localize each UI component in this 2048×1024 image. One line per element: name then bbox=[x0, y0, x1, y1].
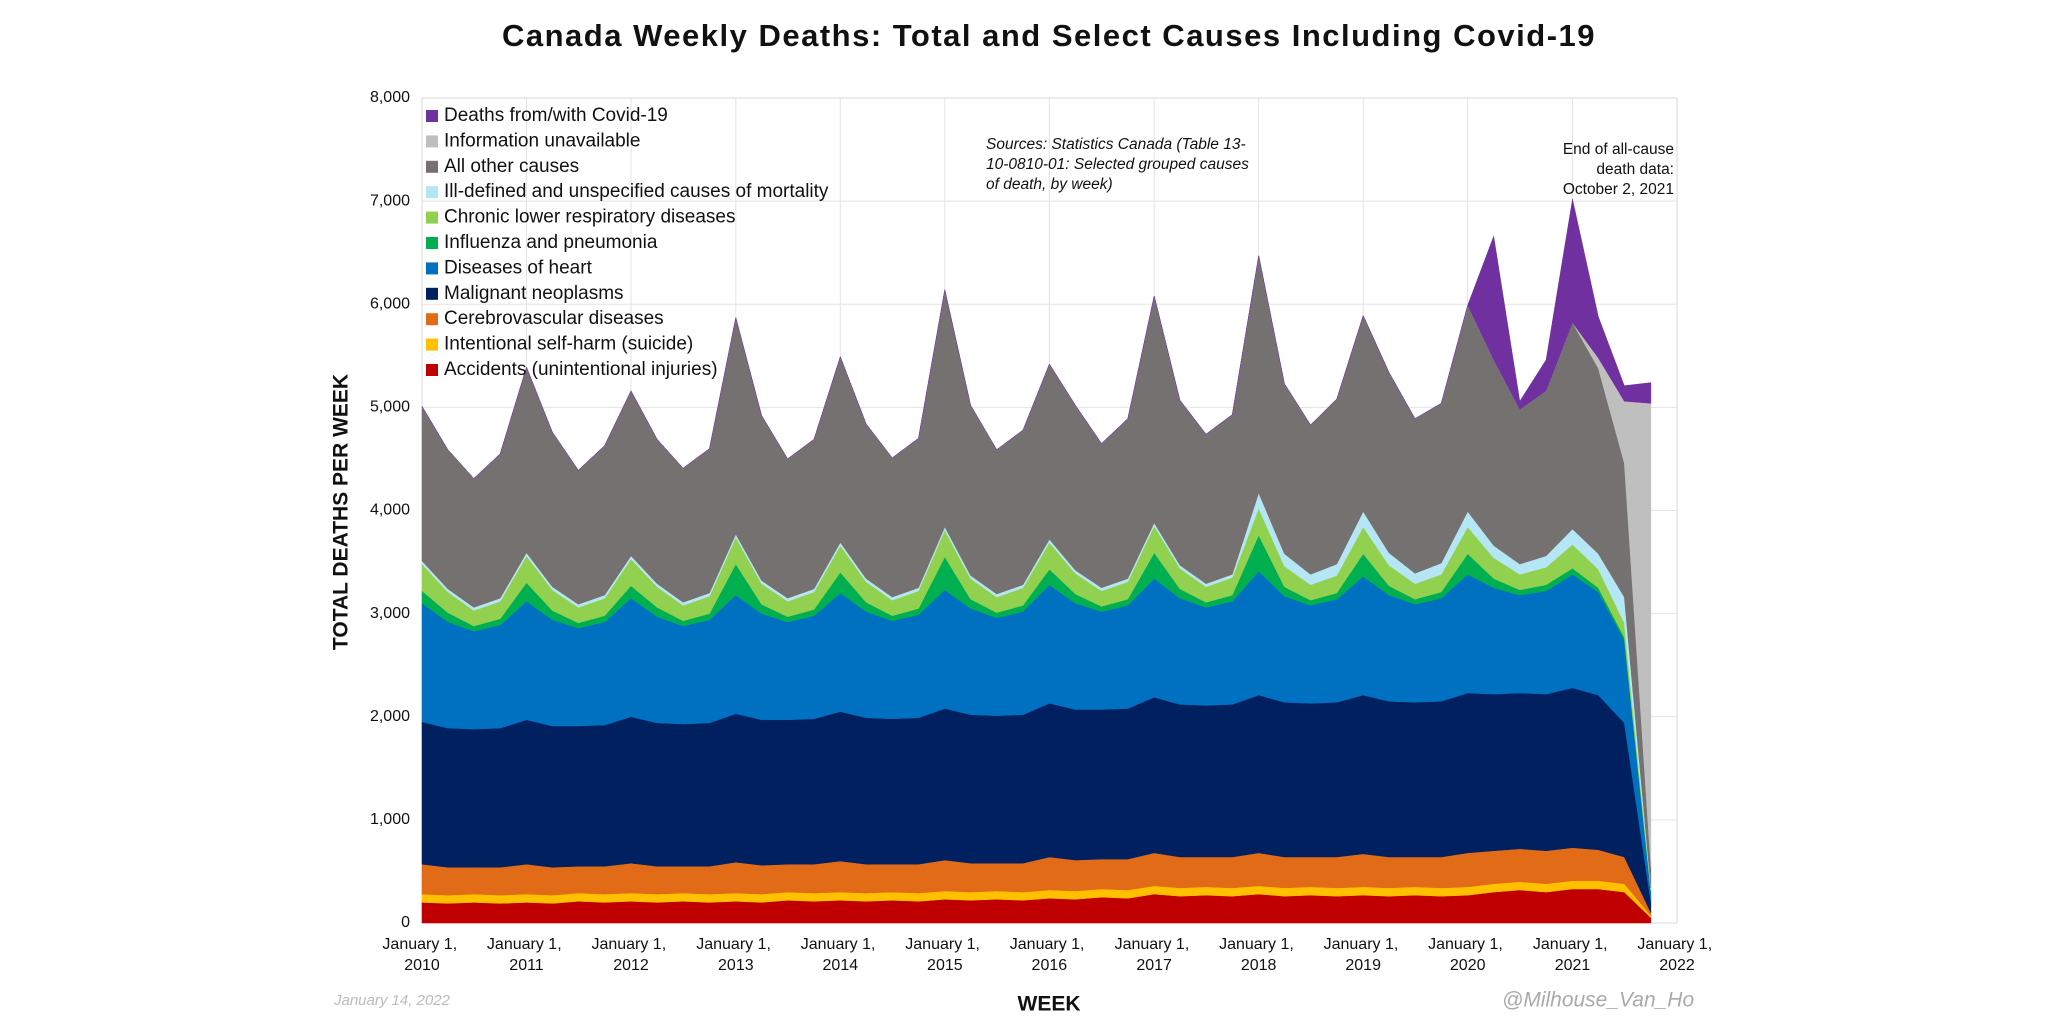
legend-label: Ill-defined and unspecified causes of mo… bbox=[444, 181, 829, 202]
legend-swatch bbox=[426, 135, 438, 148]
chart-title: Canada Weekly Deaths: Total and Select C… bbox=[502, 18, 1596, 53]
legend-swatch bbox=[426, 160, 438, 173]
legend-label: All other causes bbox=[444, 156, 579, 177]
x-tick-label: January 1, 2017 bbox=[1115, 936, 1194, 974]
area bbox=[421, 199, 1652, 479]
legend-label: Influenza and pneumonia bbox=[444, 232, 658, 253]
legend-swatch bbox=[426, 364, 438, 376]
legend-label: Malignant neoplasms bbox=[444, 283, 624, 304]
y-tick-label: 2,000 bbox=[370, 708, 410, 725]
x-tick-label: January 1, 2021 bbox=[1533, 936, 1612, 974]
source-annotation: Sources: Statistics Canada (Table 13-10-… bbox=[986, 136, 1249, 193]
legend-label: Accidents (unintentional injuries) bbox=[444, 359, 718, 380]
legend-label: Diseases of heart bbox=[444, 257, 593, 278]
legend-swatch bbox=[426, 237, 438, 249]
x-tick-label: January 1, 2022 bbox=[1637, 936, 1716, 974]
y-tick-label: 7,000 bbox=[370, 192, 410, 209]
x-tick-label: January 1, 2010 bbox=[382, 936, 461, 974]
x-tick-label: January 1, 2013 bbox=[696, 936, 775, 974]
x-tick-label: January 1, 2016 bbox=[1010, 936, 1089, 974]
date-note: January 14, 2022 bbox=[333, 992, 451, 1009]
x-tick-label: January 1, 2011 bbox=[487, 936, 566, 974]
end-annotation: End of all-cause death data: October 2, … bbox=[1562, 141, 1674, 198]
y-tick-label: 6,000 bbox=[370, 295, 410, 312]
y-tick-label: 1,000 bbox=[370, 811, 410, 828]
y-tick-label: 3,000 bbox=[370, 605, 410, 622]
x-tick-label: January 1, 2018 bbox=[1219, 936, 1298, 974]
legend-swatch bbox=[426, 110, 438, 122]
legend-label: Deaths from/with Covid-19 bbox=[444, 105, 668, 126]
legend-swatch bbox=[426, 211, 438, 224]
legend-label: Intentional self-harm (suicide) bbox=[444, 334, 693, 355]
legend-label: Cerebrovascular diseases bbox=[444, 308, 664, 329]
x-tick-label: January 1, 2020 bbox=[1428, 936, 1507, 974]
legend-label: Information unavailable bbox=[444, 130, 640, 151]
x-axis-label: WEEK bbox=[1018, 993, 1081, 1016]
legend-label: Chronic lower respiratory diseases bbox=[444, 207, 735, 228]
y-tick-label: 0 bbox=[401, 914, 410, 931]
x-tick-label: January 1, 2014 bbox=[801, 936, 880, 974]
legend-swatch bbox=[426, 287, 438, 300]
y-tick-label: 5,000 bbox=[370, 399, 410, 416]
legend-swatch bbox=[426, 186, 438, 199]
x-tick-label: January 1, 2012 bbox=[591, 936, 670, 974]
legend-swatch bbox=[426, 313, 438, 326]
y-tick-label: 8,000 bbox=[370, 89, 410, 106]
y-tick-label: 4,000 bbox=[370, 502, 410, 519]
y-axis-label: TOTAL DEATHS PER WEEK bbox=[330, 374, 353, 650]
x-tick-label: January 1, 2015 bbox=[905, 936, 984, 974]
legend-swatch bbox=[426, 262, 438, 275]
credit: @Milhouse_Van_Ho bbox=[1502, 989, 1694, 1012]
legend-swatch bbox=[426, 338, 438, 351]
x-tick-label: January 1, 2019 bbox=[1324, 936, 1403, 974]
